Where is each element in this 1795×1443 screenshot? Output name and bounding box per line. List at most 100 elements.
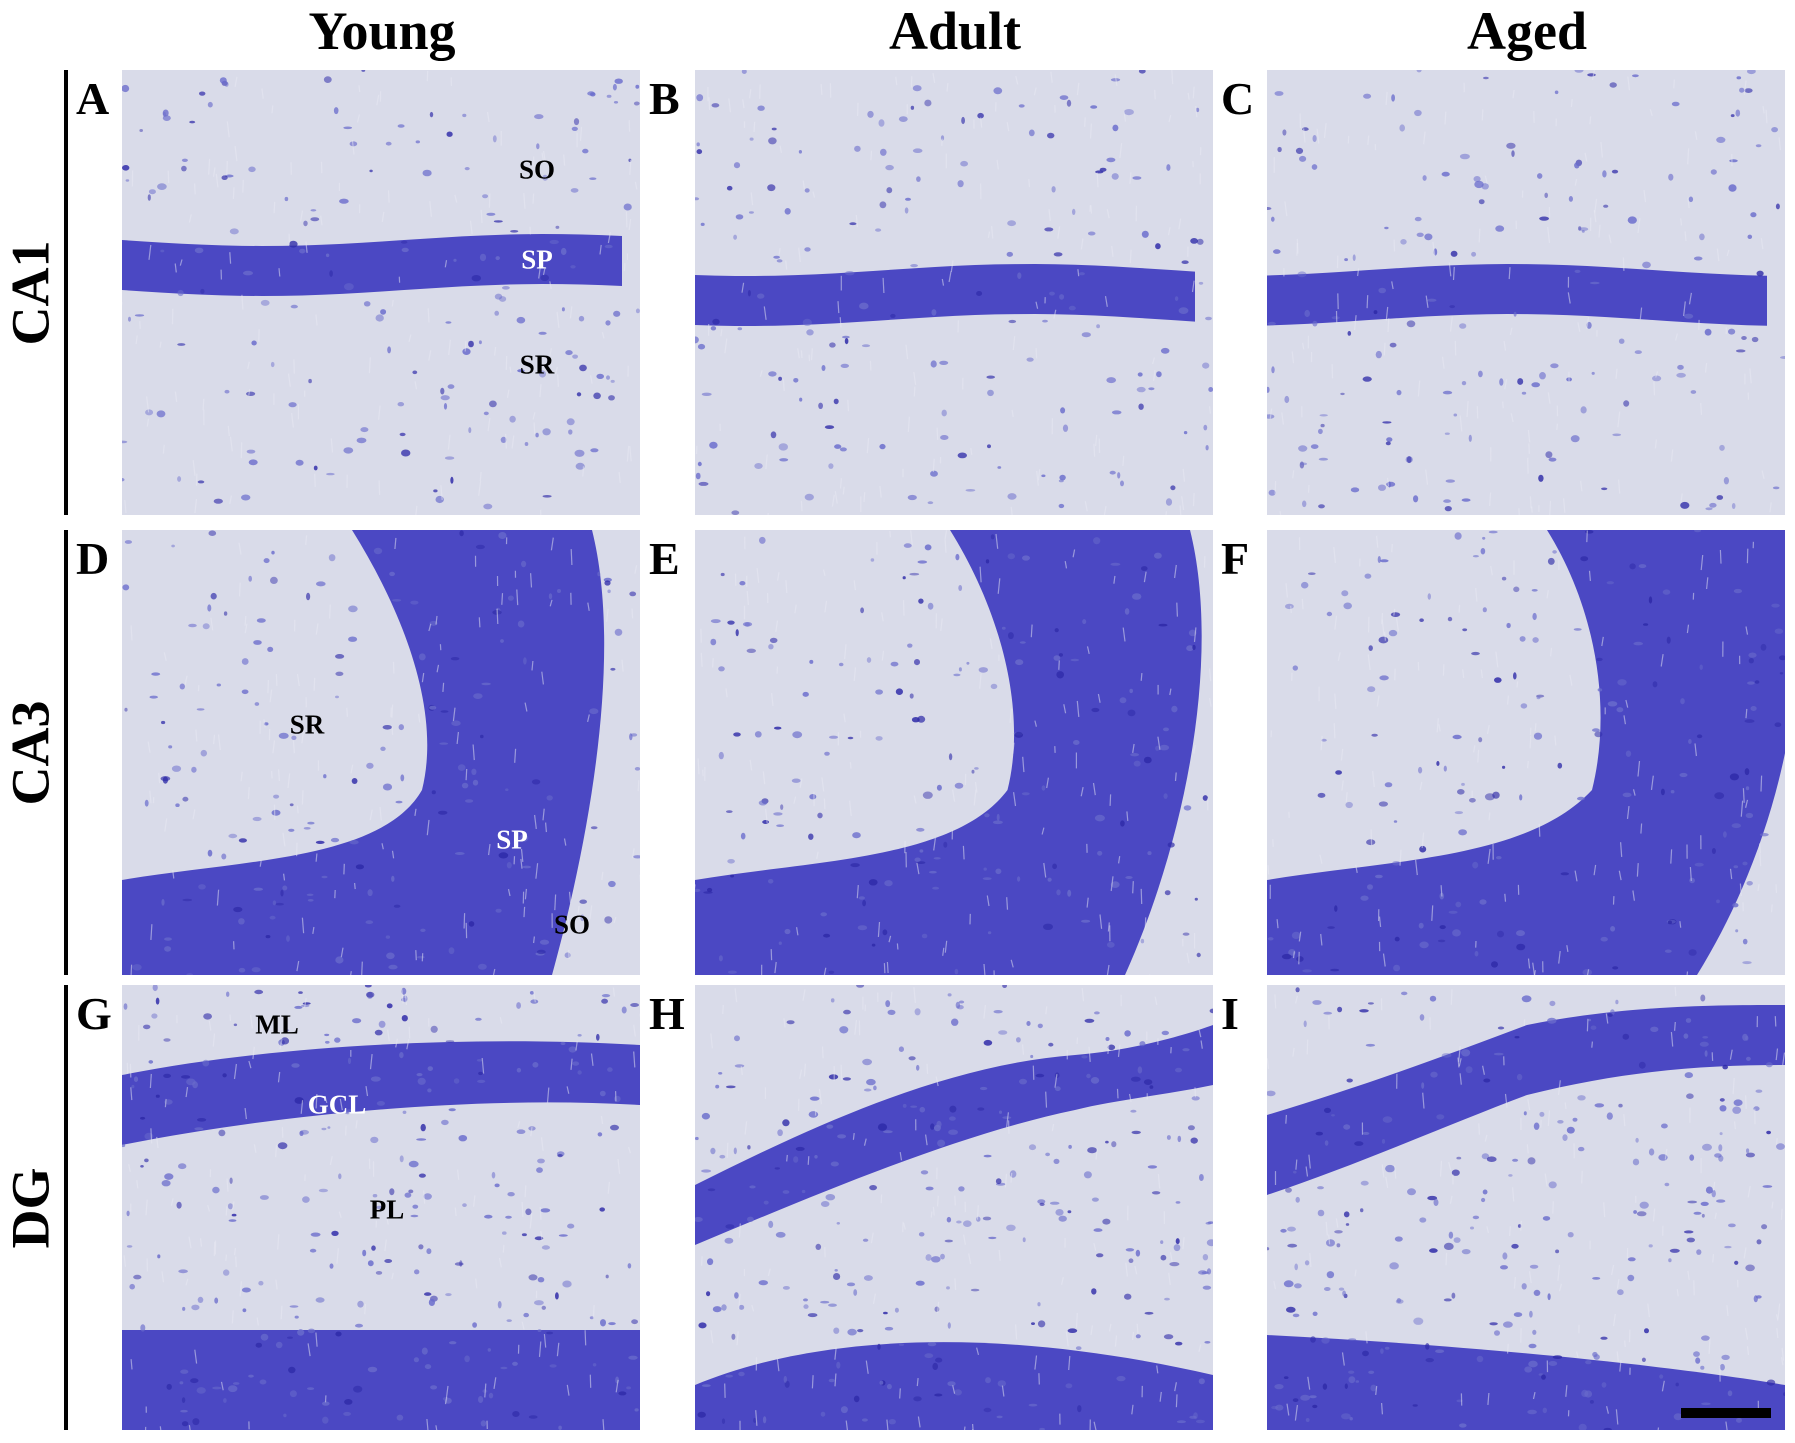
stained-cell <box>1520 703 1528 709</box>
stained-cell <box>1444 506 1452 512</box>
stained-cell <box>1747 234 1753 239</box>
stained-cell <box>754 731 762 738</box>
stained-cell <box>1285 1187 1292 1193</box>
stained-cell <box>1527 1157 1536 1165</box>
stained-cell <box>727 620 735 625</box>
stained-cell <box>1528 1360 1538 1368</box>
stained-cell <box>845 271 855 276</box>
stained-cell <box>1106 941 1115 948</box>
stained-cell <box>1679 772 1688 778</box>
tissue-gap <box>364 1303 367 1315</box>
stained-cell <box>1281 953 1292 960</box>
tissue-gap <box>941 278 945 286</box>
stained-cell <box>1059 294 1065 300</box>
tissue-gap <box>192 460 196 476</box>
stained-cell <box>1501 576 1507 581</box>
tissue-gap <box>185 1278 189 1286</box>
stained-cell <box>1396 389 1402 396</box>
tissue-gap <box>158 772 161 784</box>
stained-cell <box>1207 1221 1213 1224</box>
tissue-gap <box>822 569 826 576</box>
tissue-gap <box>1123 111 1127 122</box>
stained-cell <box>1762 1185 1773 1188</box>
stained-cell <box>913 1396 922 1402</box>
tissue-gap <box>1714 1212 1717 1220</box>
stained-cell <box>1716 495 1724 500</box>
tissue-gap <box>899 1152 903 1161</box>
tissue-gap <box>435 615 438 625</box>
stained-cell <box>895 688 903 695</box>
tissue-gap <box>454 194 458 203</box>
stained-cell <box>500 1366 508 1370</box>
tissue-gap <box>1502 401 1504 409</box>
stained-cell <box>1116 1375 1126 1382</box>
stained-cell <box>1690 390 1697 394</box>
tissue-gap <box>532 412 536 420</box>
stained-cell <box>1606 581 1614 585</box>
tissue-gap <box>1431 905 1434 921</box>
stained-cell <box>803 1298 808 1302</box>
tissue-gap <box>1563 498 1566 513</box>
tissue-gap <box>991 226 994 239</box>
stained-cell <box>1494 677 1502 683</box>
tissue-gap <box>1022 756 1025 773</box>
stained-cell <box>1312 1000 1322 1005</box>
stained-cell <box>1401 991 1408 996</box>
tissue-gap <box>1509 327 1513 336</box>
stained-cell <box>1547 557 1555 565</box>
tissue-gap <box>401 989 404 1004</box>
tissue-gap <box>1623 715 1626 725</box>
stained-cell <box>224 389 230 394</box>
stained-cell <box>1641 1357 1646 1362</box>
stained-cell <box>414 1269 420 1275</box>
stained-cell <box>769 637 778 643</box>
tissue-gap <box>728 98 732 113</box>
tissue-gap <box>1556 423 1558 431</box>
tissue-gap <box>1385 306 1389 321</box>
tissue-gap <box>130 625 133 641</box>
stained-cell <box>557 589 561 593</box>
tissue-gap <box>1586 1018 1589 1032</box>
stained-cell <box>703 891 713 894</box>
stained-cell <box>828 1303 837 1307</box>
tissue-gap <box>1574 870 1578 882</box>
stained-cell <box>387 346 391 354</box>
stained-cell <box>940 1253 945 1260</box>
stained-cell <box>777 1129 783 1137</box>
stained-cell <box>863 1088 872 1092</box>
stained-cell <box>1529 1310 1533 1318</box>
tissue-gap <box>1532 1391 1536 1400</box>
stained-cell <box>954 1389 962 1396</box>
stained-cell <box>1615 999 1619 1005</box>
stained-cell <box>1175 1067 1182 1073</box>
stained-cell <box>1166 164 1171 171</box>
stained-cell <box>564 952 571 958</box>
tissue-gap <box>241 294 244 310</box>
stained-cell <box>1418 922 1424 929</box>
stained-cell <box>462 1203 467 1207</box>
stained-cell <box>1393 964 1401 972</box>
tissue-gap <box>179 259 183 266</box>
stained-cell <box>352 1018 362 1024</box>
stained-cell <box>306 592 311 601</box>
tissue-gap <box>314 473 316 487</box>
tissue-gap <box>269 689 273 703</box>
tissue-gap <box>783 1018 786 1028</box>
stained-cell <box>258 1280 264 1286</box>
stained-cell <box>1742 938 1748 945</box>
stained-cell <box>829 735 839 739</box>
stained-cell <box>1548 457 1557 462</box>
micrograph-image <box>695 985 1213 1430</box>
stained-cell <box>148 189 156 195</box>
stained-cell <box>1382 1116 1393 1123</box>
stained-cell <box>1002 985 1007 988</box>
stained-cell <box>1627 1274 1635 1282</box>
tissue-gap <box>774 961 777 974</box>
stained-cell <box>1058 653 1063 657</box>
stained-cell <box>978 667 988 673</box>
stained-cell <box>993 87 1003 95</box>
stained-cell <box>1592 728 1600 732</box>
stained-cell <box>1190 238 1198 244</box>
column-title-adult: Adult <box>888 1 1022 61</box>
stained-cell <box>1341 590 1349 597</box>
